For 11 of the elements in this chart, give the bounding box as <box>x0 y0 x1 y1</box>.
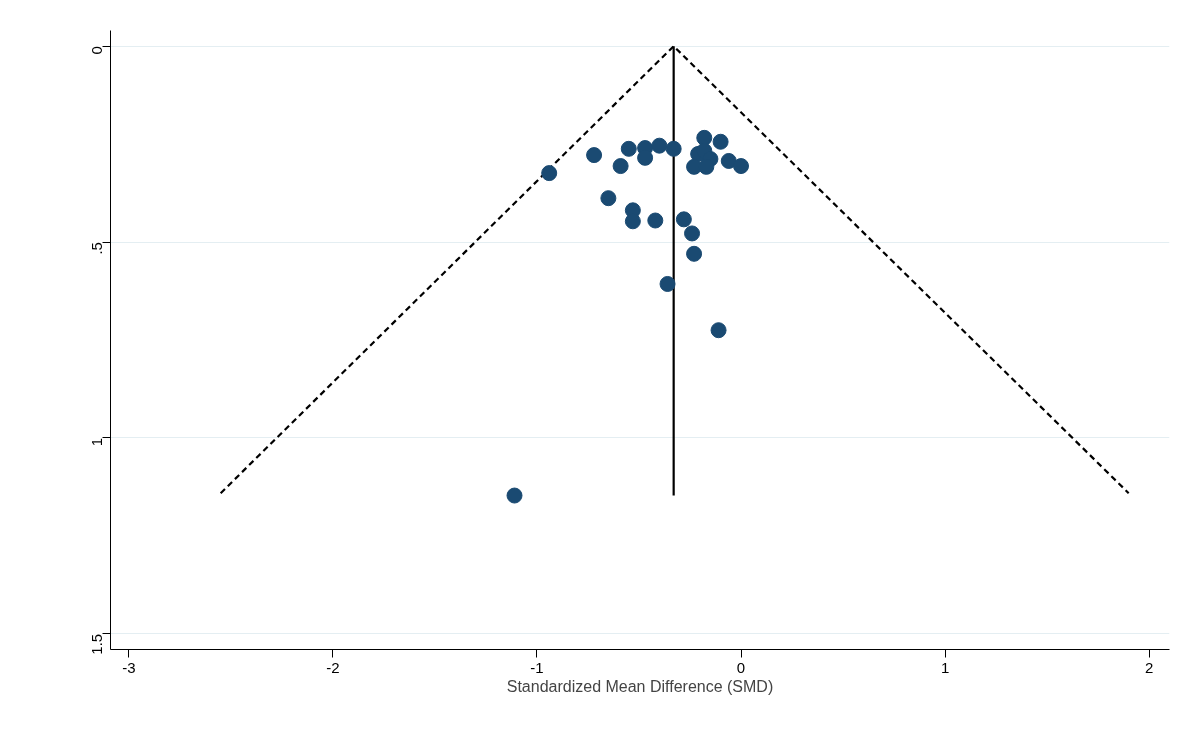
y-tick-label: 1.5 <box>88 633 106 655</box>
y-tick-label: 1 <box>88 437 106 447</box>
x-tick-label: -1 <box>530 658 544 676</box>
x-axis-title: Standardized Mean Difference (SMD) <box>506 677 774 695</box>
y-tick-label: 0 <box>88 46 106 55</box>
x-tick-label: 0 <box>736 658 746 676</box>
x-tick-label: 2 <box>1144 658 1154 676</box>
x-tick-label: -3 <box>122 658 136 676</box>
y-tick-label: .5 <box>88 242 106 255</box>
x-tick-label: -2 <box>326 658 340 676</box>
x-tick-label: 1 <box>940 658 950 676</box>
